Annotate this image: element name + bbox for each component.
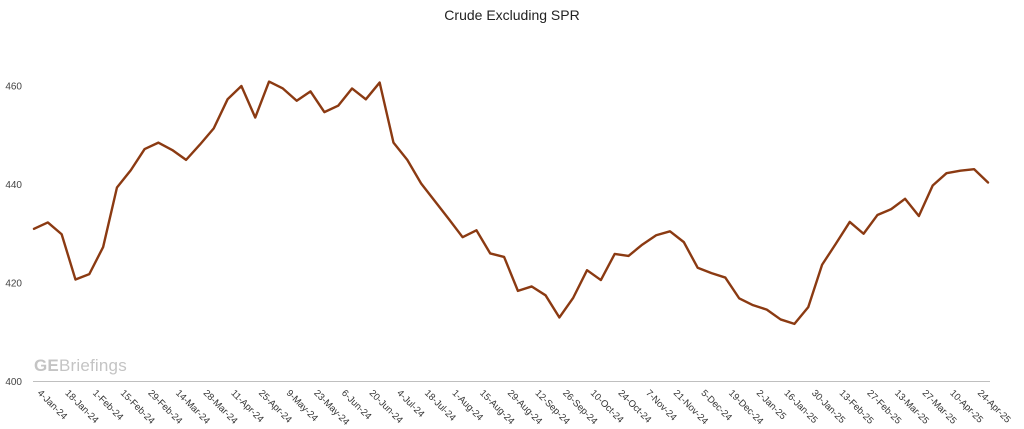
x-axis: 4-Jan-2418-Jan-241-Feb-2415-Feb-2429-Feb… [35,388,1013,428]
series-line [32,80,990,326]
y-tick-label: 440 [5,180,22,191]
y-tick-label: 400 [5,377,22,388]
watermark-rest: Briefings [58,356,127,375]
watermark-bold: GE [34,356,59,375]
watermark-logo: GEBriefings [34,356,127,376]
y-tick-label: 420 [5,279,22,290]
y-tick-label: 460 [5,82,22,93]
chart-title: Crude Excluding SPR [444,7,580,23]
y-axis: 400 420 440 460 [5,82,22,389]
